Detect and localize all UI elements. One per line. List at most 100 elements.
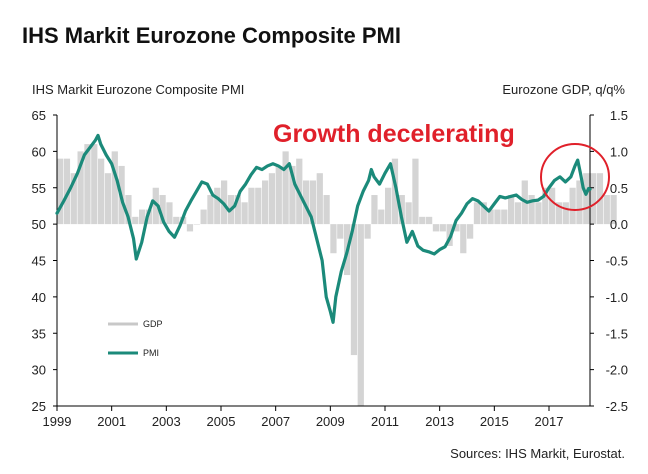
legend-label-gdp: GDP xyxy=(143,319,163,329)
gdp-bar xyxy=(549,187,556,225)
left-y-tick-label: 50 xyxy=(32,217,46,232)
right-y-tick-label: -1.0 xyxy=(606,290,628,305)
gdp-bar xyxy=(323,195,330,225)
gdp-bar xyxy=(562,202,569,225)
gdp-bar xyxy=(104,173,112,225)
gdp-bar xyxy=(289,165,296,225)
gdp-bar xyxy=(391,158,399,225)
left-y-tick-label: 60 xyxy=(32,144,46,159)
source-note: Sources: IHS Markit, Eurostat. xyxy=(450,446,625,461)
gdp-bar xyxy=(186,224,194,232)
gdp-bar xyxy=(419,216,426,225)
gdp-bar xyxy=(152,187,159,225)
gdp-bar xyxy=(364,224,371,239)
right-y-tick-label: -2.0 xyxy=(606,363,628,378)
gdp-bar xyxy=(460,224,467,254)
gdp-bar xyxy=(91,144,98,225)
gdp-bar xyxy=(480,202,487,225)
gdp-bar xyxy=(309,180,317,225)
gdp-bar xyxy=(583,173,590,225)
gdp-bars xyxy=(57,144,617,407)
gdp-bar xyxy=(98,158,105,225)
gdp-bar xyxy=(487,209,494,225)
left-y-tick-label: 25 xyxy=(32,399,46,414)
gdp-bar xyxy=(590,173,597,225)
left-y-tick-label: 55 xyxy=(32,181,46,196)
gdp-bar xyxy=(514,202,522,225)
gdp-bar xyxy=(70,173,77,225)
right-y-tick-label: 0.5 xyxy=(610,181,628,196)
gdp-bar xyxy=(494,209,501,225)
gdp-bar xyxy=(337,224,344,239)
right-y-tick-label: -1.5 xyxy=(606,326,628,341)
axes xyxy=(53,114,594,411)
gdp-bar xyxy=(569,187,576,225)
pmi-line-group xyxy=(55,133,592,324)
gdp-bar xyxy=(555,202,563,225)
gdp-bar xyxy=(610,195,617,225)
gdp-bar xyxy=(542,187,549,225)
gdp-bar xyxy=(111,151,118,225)
chart-title: IHS Markit Eurozone Composite PMI xyxy=(22,23,401,48)
gdp-bar xyxy=(132,216,139,225)
gdp-bar xyxy=(453,224,460,232)
gdp-bar xyxy=(303,180,310,225)
gdp-bar xyxy=(385,187,392,225)
gdp-bar xyxy=(508,195,515,225)
gdp-bar xyxy=(234,195,241,225)
legend: GDP PMI xyxy=(108,319,163,358)
left-y-tick-label: 45 xyxy=(32,254,46,269)
highlight-circle xyxy=(540,143,610,211)
gdp-bar xyxy=(439,224,446,232)
gdp-bar xyxy=(275,165,282,225)
gdp-bar xyxy=(125,195,132,225)
pmi-line xyxy=(55,133,592,324)
left-axis-title: IHS Markit Eurozone Composite PMI xyxy=(32,82,244,97)
left-y-tick-label: 35 xyxy=(32,326,46,341)
gdp-bar xyxy=(357,224,364,407)
gdp-bar xyxy=(473,202,481,225)
gdp-bar xyxy=(200,209,207,225)
gdp-bar xyxy=(77,151,84,225)
gdp-bar xyxy=(241,202,248,225)
gdp-bar xyxy=(159,195,166,225)
right-y-tick-label: 0.0 xyxy=(610,217,628,232)
gdp-bar xyxy=(371,195,378,225)
x-tick-label: 2015 xyxy=(480,414,509,429)
gdp-bar xyxy=(282,151,289,225)
x-tick-label: 2001 xyxy=(97,414,126,429)
right-axis-title: Eurozone GDP, q/q% xyxy=(502,82,625,97)
x-tick-label: 2013 xyxy=(425,414,454,429)
x-tick-label: 2011 xyxy=(371,414,399,429)
gdp-bar xyxy=(467,224,474,239)
gdp-bar xyxy=(405,202,412,225)
gdp-bar xyxy=(63,158,71,225)
legend-label-pmi: PMI xyxy=(143,348,159,358)
gdp-bar xyxy=(316,173,323,225)
x-tick-label: 2003 xyxy=(152,414,181,429)
gdp-bar xyxy=(378,209,385,225)
gdp-bar xyxy=(398,195,405,225)
gdp-bar xyxy=(248,187,255,225)
gdp-bar xyxy=(84,144,91,225)
gdp-bar xyxy=(255,187,262,225)
x-tick-label: 2009 xyxy=(316,414,345,429)
gdp-bar xyxy=(576,180,583,225)
gdp-bar xyxy=(207,195,214,225)
x-tick-label: 2005 xyxy=(207,414,236,429)
gdp-bar xyxy=(350,224,358,356)
gdp-bar xyxy=(501,209,508,225)
gdp-bar xyxy=(603,195,610,225)
gdp-bar xyxy=(145,209,153,225)
gdp-bar xyxy=(412,158,419,225)
gdp-bar xyxy=(426,216,433,225)
right-y-tick-label: -0.5 xyxy=(606,254,628,269)
growth-annotation: Growth decelerating xyxy=(273,120,515,148)
tick-labels: 1999 2001 2003 2005 2007 2009 2011 2013 2015 2017… xyxy=(32,108,628,429)
gdp-bar xyxy=(262,180,269,225)
x-tick-label: 2017 xyxy=(535,414,564,429)
left-y-tick-label: 65 xyxy=(32,108,46,123)
gdp-bar xyxy=(432,224,440,232)
right-y-tick-label: 1.0 xyxy=(610,144,628,159)
